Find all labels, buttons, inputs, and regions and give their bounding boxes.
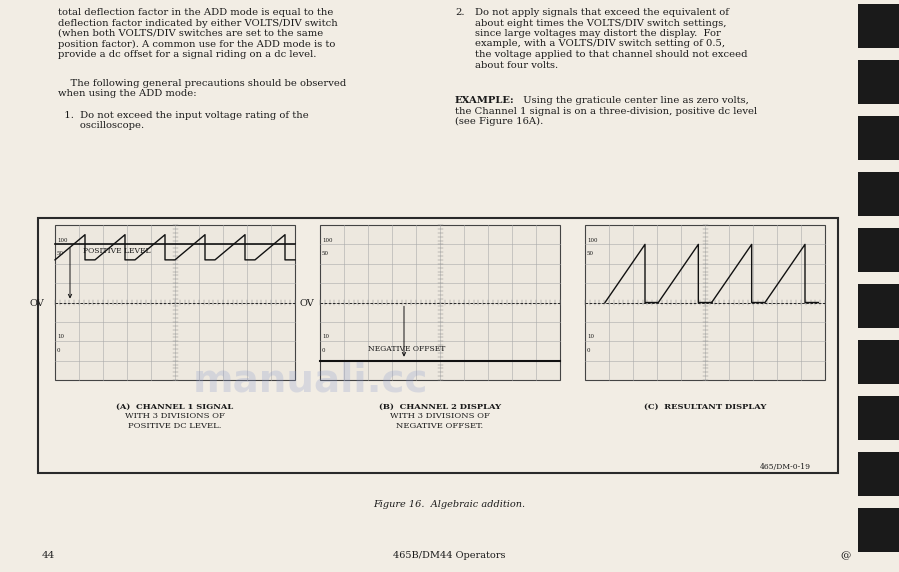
Text: oscilloscope.: oscilloscope. xyxy=(58,121,144,130)
Bar xyxy=(320,225,560,380)
Bar xyxy=(858,172,899,216)
Bar xyxy=(858,452,899,496)
Text: deflection factor indicated by either VOLTS/DIV switch: deflection factor indicated by either VO… xyxy=(58,18,338,27)
Bar xyxy=(858,508,899,552)
Text: NEGATIVE OFFSET: NEGATIVE OFFSET xyxy=(368,344,445,352)
Text: WITH 3 DIVISIONS OF: WITH 3 DIVISIONS OF xyxy=(125,412,225,420)
Text: 2.: 2. xyxy=(455,8,465,17)
Text: 0: 0 xyxy=(322,348,325,353)
Text: (A)  CHANNEL 1 SIGNAL: (A) CHANNEL 1 SIGNAL xyxy=(116,403,234,411)
Text: @: @ xyxy=(840,551,850,560)
Text: Using the graticule center line as zero volts,: Using the graticule center line as zero … xyxy=(517,96,749,105)
Bar xyxy=(38,218,838,473)
Text: 100: 100 xyxy=(587,237,598,243)
Text: the voltage applied to that channel should not exceed: the voltage applied to that channel shou… xyxy=(475,50,747,59)
Text: the Channel 1 signal is on a three-division, positive dc level: the Channel 1 signal is on a three-divis… xyxy=(455,106,757,116)
Text: 44: 44 xyxy=(42,551,55,560)
Text: 1.  Do not exceed the input voltage rating of the: 1. Do not exceed the input voltage ratin… xyxy=(58,110,308,120)
Text: OV: OV xyxy=(30,299,45,308)
Bar xyxy=(858,60,899,104)
Text: 50: 50 xyxy=(57,251,64,256)
Text: (B)  CHANNEL 2 DISPLAY: (B) CHANNEL 2 DISPLAY xyxy=(379,403,501,411)
Text: about eight times the VOLTS/DIV switch settings,: about eight times the VOLTS/DIV switch s… xyxy=(475,18,726,27)
Bar xyxy=(55,225,295,380)
Text: 465/DM-0-19: 465/DM-0-19 xyxy=(760,463,811,471)
Text: The following general precautions should be observed: The following general precautions should… xyxy=(58,79,346,88)
Text: EXAMPLE:: EXAMPLE: xyxy=(455,96,514,105)
Bar xyxy=(858,4,899,48)
Text: (see Figure 16A).: (see Figure 16A). xyxy=(455,117,543,126)
Text: POSITIVE LEVEL: POSITIVE LEVEL xyxy=(83,247,150,255)
Text: OV: OV xyxy=(300,299,315,308)
Text: 100: 100 xyxy=(322,237,333,243)
Text: example, with a VOLTS/DIV switch setting of 0.5,: example, with a VOLTS/DIV switch setting… xyxy=(475,39,725,49)
Text: 10: 10 xyxy=(322,335,329,339)
Bar xyxy=(858,396,899,440)
Text: NEGATIVE OFFSET.: NEGATIVE OFFSET. xyxy=(396,422,484,430)
Text: about four volts.: about four volts. xyxy=(475,61,558,70)
Text: 50: 50 xyxy=(587,251,594,256)
Bar xyxy=(585,225,825,380)
Text: Do not apply signals that exceed the equivalent of: Do not apply signals that exceed the equ… xyxy=(475,8,729,17)
Bar xyxy=(858,284,899,328)
Text: when using the ADD mode:: when using the ADD mode: xyxy=(58,89,197,98)
Text: 10: 10 xyxy=(57,335,64,339)
Bar xyxy=(858,116,899,160)
Text: POSITIVE DC LEVEL.: POSITIVE DC LEVEL. xyxy=(129,422,222,430)
Text: 50: 50 xyxy=(322,251,329,256)
Text: (when both VOLTS/DIV switches are set to the same: (when both VOLTS/DIV switches are set to… xyxy=(58,29,324,38)
Text: manuali.cc: manuali.cc xyxy=(192,361,428,399)
Bar xyxy=(858,340,899,384)
Bar xyxy=(858,228,899,272)
Text: since large voltages may distort the display.  For: since large voltages may distort the dis… xyxy=(475,29,721,38)
Text: WITH 3 DIVISIONS OF: WITH 3 DIVISIONS OF xyxy=(390,412,490,420)
Text: 10: 10 xyxy=(587,335,594,339)
Text: 0: 0 xyxy=(587,348,591,353)
Text: provide a dc offset for a signal riding on a dc level.: provide a dc offset for a signal riding … xyxy=(58,50,316,59)
Text: position factor). A common use for the ADD mode is to: position factor). A common use for the A… xyxy=(58,39,335,49)
Text: total deflection factor in the ADD mode is equal to the: total deflection factor in the ADD mode … xyxy=(58,8,334,17)
Text: 0: 0 xyxy=(57,348,60,353)
Text: (C)  RESULTANT DISPLAY: (C) RESULTANT DISPLAY xyxy=(644,403,766,411)
Text: Figure 16.  Algebraic addition.: Figure 16. Algebraic addition. xyxy=(373,500,525,509)
Text: 465B/DM44 Operators: 465B/DM44 Operators xyxy=(393,551,505,560)
Text: 100: 100 xyxy=(57,237,67,243)
